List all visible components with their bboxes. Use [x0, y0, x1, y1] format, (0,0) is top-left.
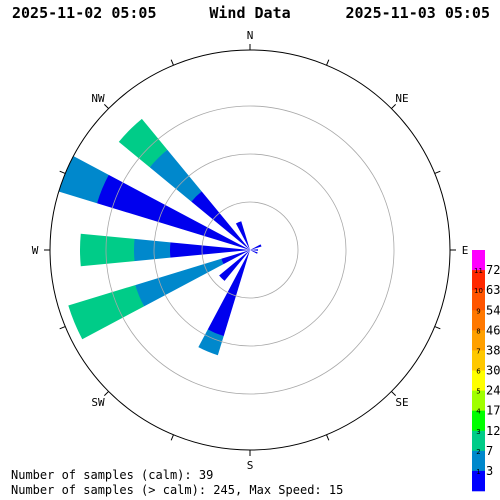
- compass-tick: [59, 326, 66, 330]
- compass-label-w: W: [32, 244, 39, 257]
- colorbar-segment-5: [472, 350, 485, 371]
- wind-sector-5-band-1: [135, 258, 224, 307]
- colorbar-speed-label: 3: [486, 464, 493, 478]
- wind-sector-1-band-0: [250, 249, 258, 251]
- wind-sector-7-band-2: [0, 62, 3, 168]
- colorbar-segment-7: [472, 390, 485, 411]
- colorbar-segment-11: [472, 470, 485, 492]
- range-ring-3: [105, 105, 395, 395]
- wind-sector-8-band-0: [191, 191, 250, 250]
- compass-tick: [326, 434, 330, 441]
- colorbar-segment-1: [472, 270, 485, 291]
- colorbar-speed-label: 12: [486, 424, 500, 438]
- chart-title: Wind Data: [209, 4, 291, 22]
- wind-sector-5-band-0: [221, 250, 250, 265]
- end-timestamp: 2025-11-03 05:05: [345, 4, 491, 22]
- colorbar-speed-label: 38: [486, 343, 500, 357]
- start-timestamp: 2025-11-02 05:05: [12, 4, 157, 22]
- compass-label-e: E: [462, 244, 469, 257]
- colorbar-speed-label: 17: [486, 404, 500, 418]
- compass-tick: [170, 434, 174, 441]
- wind-sectors: [0, 62, 262, 356]
- compass-tick: [391, 103, 397, 109]
- colorbar-segment-3: [472, 310, 485, 331]
- compass-label-se: SE: [395, 396, 408, 409]
- colorbar-index-label: 7: [476, 347, 480, 355]
- compass-label-nw: NW: [91, 92, 105, 105]
- compass-label-s: S: [247, 459, 254, 472]
- colorbar-segment-8: [472, 410, 485, 432]
- colorbar-speed-label: 30: [486, 364, 500, 378]
- wind-sector-6-band-1: [134, 238, 171, 262]
- compass-tick: [326, 59, 330, 66]
- colorbar-speed-label: 24: [486, 384, 500, 398]
- colorbar-index-label: 8: [476, 327, 480, 335]
- colorbar-index-label: 11: [474, 267, 483, 275]
- colorbar-segment-2: [472, 290, 485, 311]
- range-ring-1: [201, 201, 299, 299]
- wind-sector-5-band-2: [68, 285, 145, 340]
- colorbar-segment-10: [472, 450, 485, 472]
- colorbar-speed-label: 7: [486, 444, 493, 458]
- wind-sector-4-band-0: [219, 250, 250, 281]
- wind-sector-7-band-0: [96, 174, 250, 250]
- colorbar-index-label: 2: [476, 448, 480, 456]
- colorbar-index-label: 1: [476, 468, 480, 476]
- colorbar-speed-label: 63: [486, 283, 500, 297]
- samples-max-speed-text: Number of samples (> calm): 245, Max Spe…: [11, 483, 344, 497]
- colorbar-index-label: 3: [476, 428, 480, 436]
- colorbar-index-label: 4: [476, 408, 481, 416]
- compass-label-n: N: [247, 29, 254, 42]
- wind-sector-2-band-0: [250, 250, 258, 254]
- range-ring-2: [153, 153, 347, 347]
- colorbar-speed-label: 72: [486, 263, 500, 277]
- calm-samples-text: Number of samples (calm): 39: [11, 468, 214, 482]
- compass-tick: [434, 170, 441, 174]
- wind-sector-3-band-1: [198, 329, 224, 356]
- compass-tick: [391, 391, 397, 397]
- compass-tick: [170, 59, 174, 66]
- wind-sector-0-band-0: [250, 244, 262, 250]
- compass-label-sw: SW: [91, 396, 105, 409]
- colorbar-segment-6: [472, 370, 485, 391]
- compass-tick: [434, 326, 441, 330]
- colorbar-speed-label: 54: [486, 303, 500, 317]
- wind-sector-8-band-1: [149, 149, 202, 202]
- colorbar-index-label: 9: [476, 307, 480, 315]
- colorbar-speed-label: 46: [486, 323, 500, 337]
- colorbar-index-label: 5: [476, 388, 480, 396]
- wind-sector-8-band-2: [118, 118, 168, 168]
- wind-sector-6-band-2: [80, 233, 135, 267]
- colorbar-segment-4: [472, 330, 485, 351]
- compass-tick: [103, 103, 109, 109]
- colorbar-index-label: 10: [474, 287, 483, 295]
- wind-sector-6-band-0: [170, 242, 250, 258]
- wind-sector-7-band-1: [50, 118, 109, 204]
- compass-label-ne: NE: [395, 92, 408, 105]
- compass-tick: [103, 391, 109, 397]
- colorbar-segment-0: [472, 250, 485, 271]
- wind-sector-9-band-0: [235, 221, 250, 250]
- compass-ticks: [44, 44, 456, 456]
- colorbar-segment-9: [472, 430, 485, 452]
- colorbar-index-label: 6: [476, 368, 481, 376]
- compass-labels: N NE E SE S SW W NW: [32, 29, 469, 472]
- compass-tick: [59, 170, 66, 174]
